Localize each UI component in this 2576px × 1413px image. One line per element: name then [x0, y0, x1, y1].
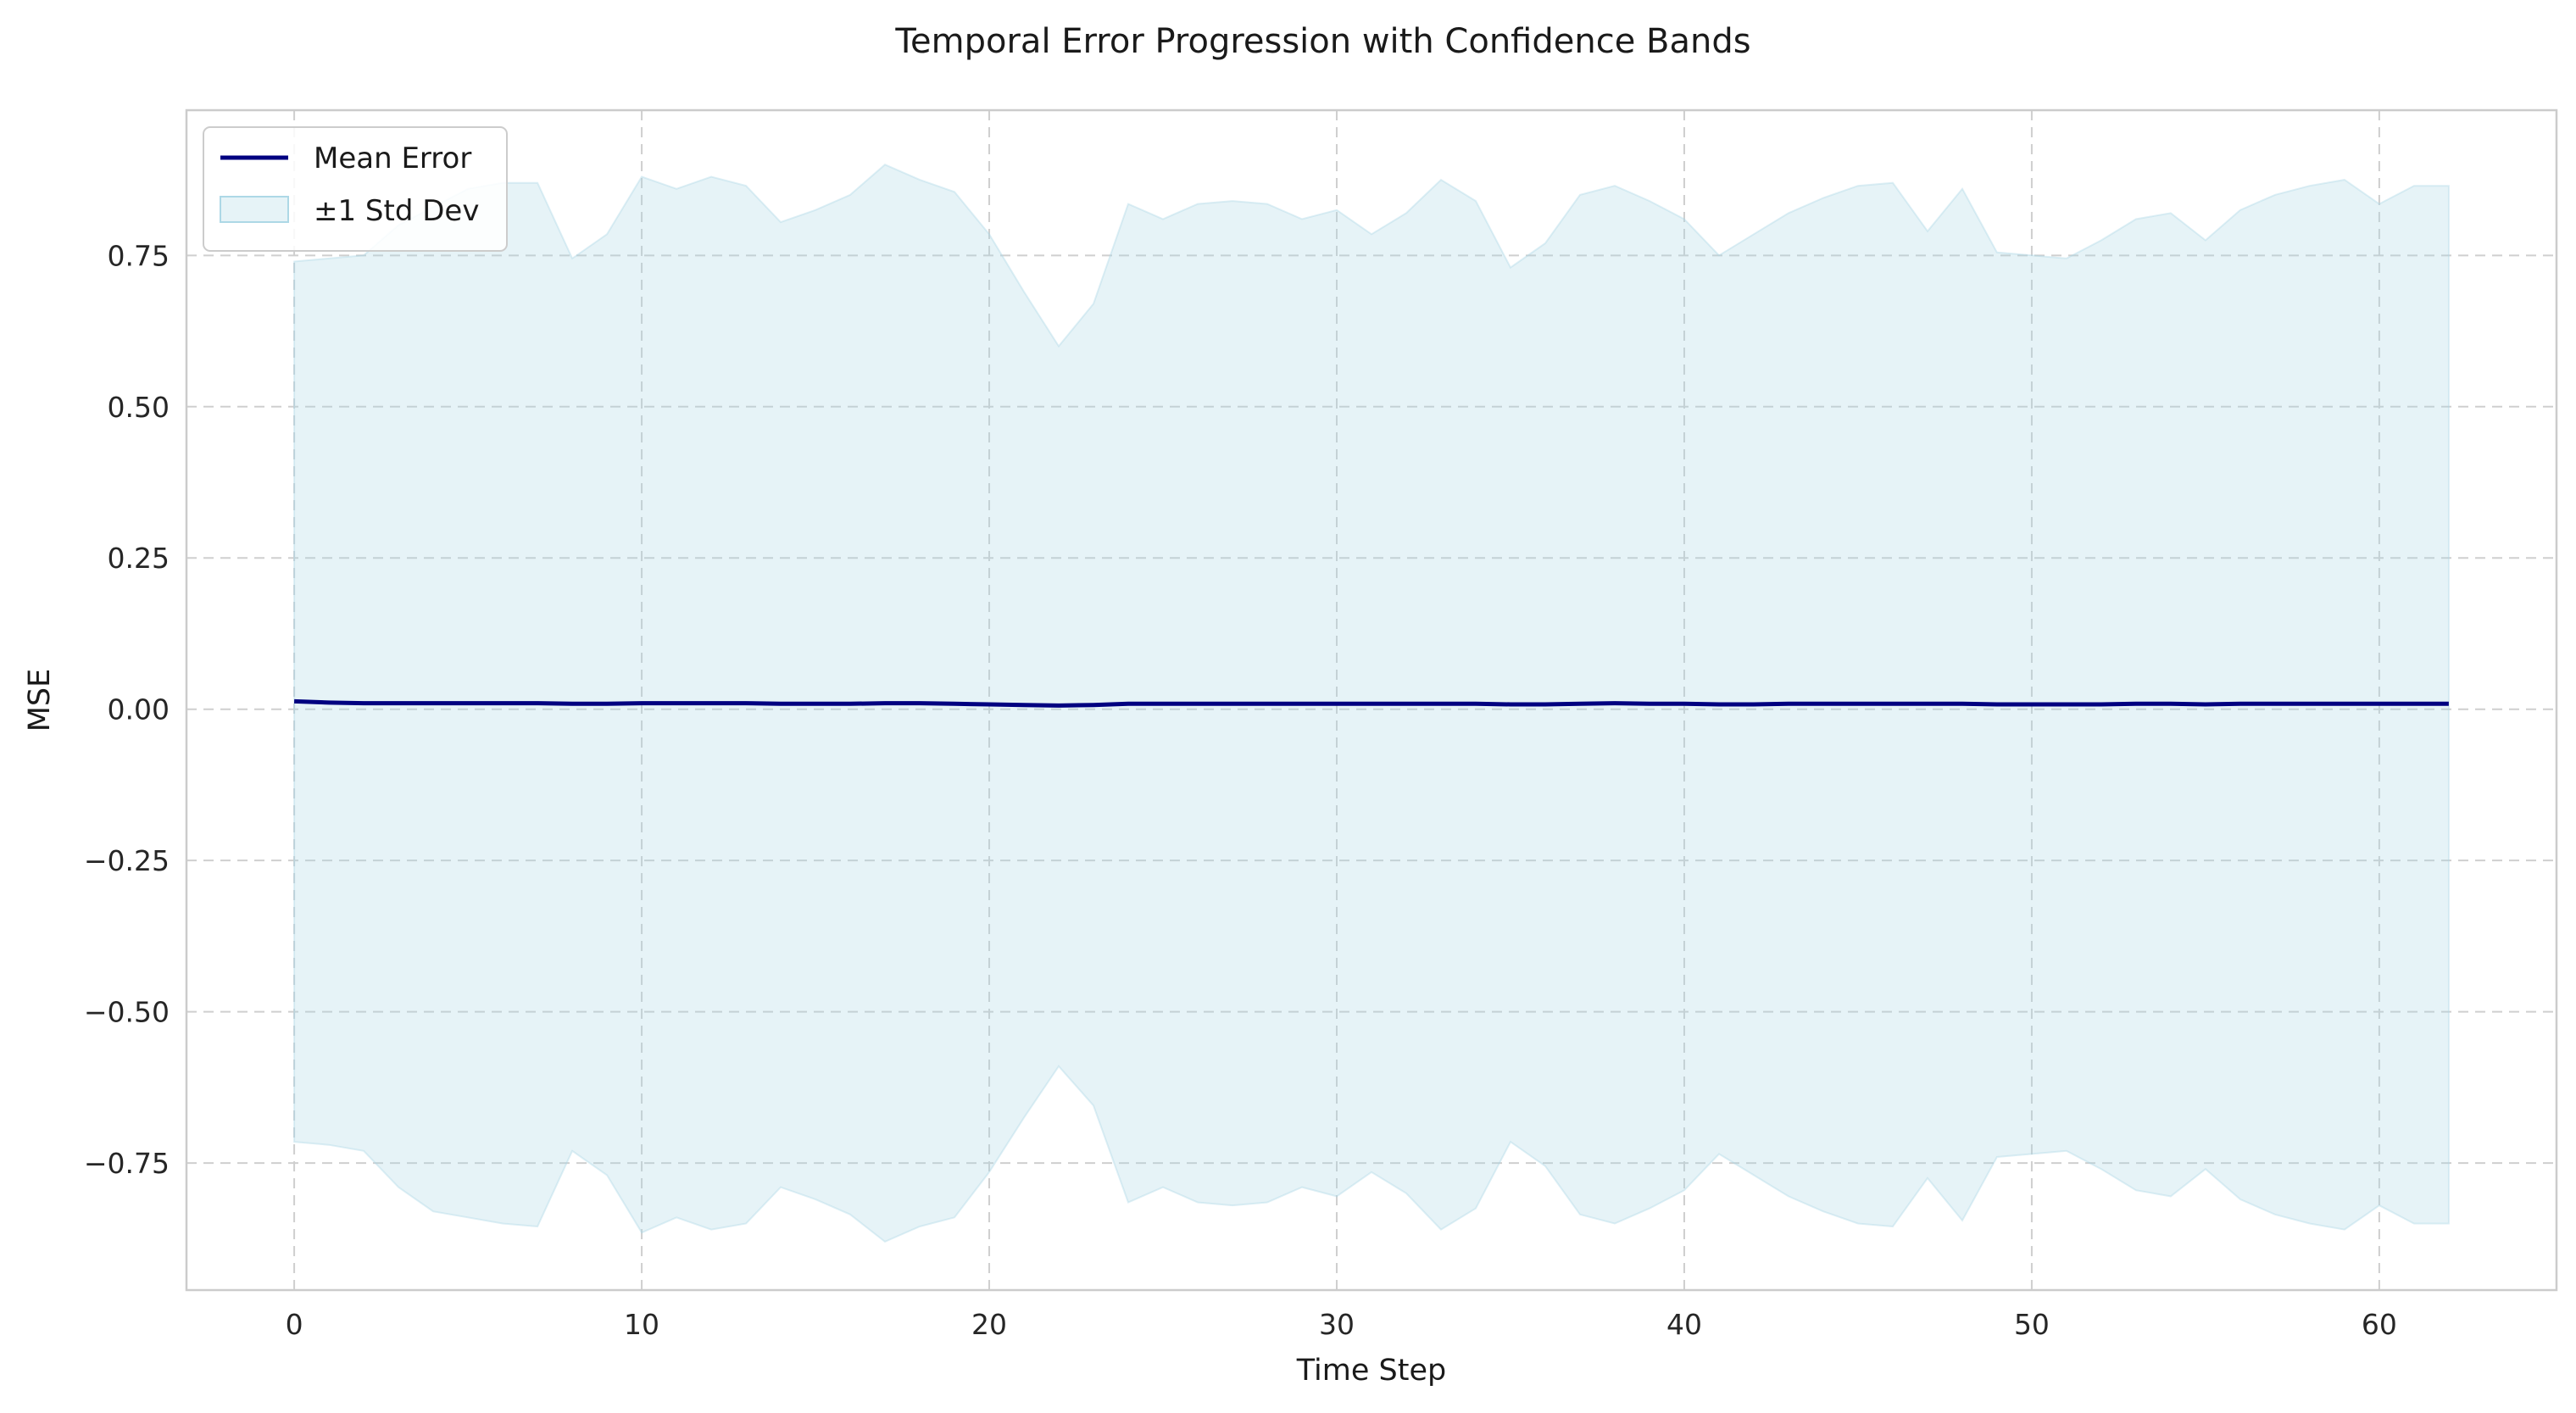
legend-label-mean-error: Mean Error: [314, 142, 471, 175]
x-axis-ticks: 0 10 20 30 40 50 60: [286, 1308, 2397, 1341]
y-tick-label: −0.25: [84, 844, 170, 877]
data-points: [294, 701, 2449, 706]
legend-band-swatch: [220, 196, 289, 223]
x-tick-label: 10: [624, 1308, 659, 1341]
x-tick-label: 30: [1319, 1308, 1355, 1341]
plot-frame: [185, 108, 2558, 1292]
x-tick-label: 50: [2014, 1308, 2050, 1341]
y-tick-label: 0.00: [108, 693, 170, 726]
legend: Mean Error ±1 Std Dev: [203, 126, 508, 252]
y-tick-label: 0.25: [108, 542, 170, 575]
x-axis-label: Time Step: [1296, 1354, 1446, 1388]
legend-label-std-dev: ±1 Std Dev: [314, 194, 479, 228]
y-tick-label: −0.75: [84, 1147, 170, 1180]
chart-title: Temporal Error Progression with Confiden…: [894, 22, 1750, 61]
x-tick-label: 40: [1666, 1308, 1702, 1341]
x-tick-label: 20: [971, 1308, 1007, 1341]
mean-error-series: [294, 698, 2449, 708]
y-axis-ticks: −0.75 −0.50 −0.25 0.00 0.25 0.50 0.75: [84, 239, 170, 1180]
y-axis-label: MSE: [23, 669, 57, 732]
y-tick-label: 0.50: [108, 391, 170, 424]
grid-lines: [186, 110, 2557, 1290]
mean-error-line: [294, 698, 2449, 708]
y-tick-label: 0.75: [108, 239, 170, 272]
x-tick-label: 60: [2362, 1308, 2397, 1341]
x-tick-label: 0: [286, 1308, 303, 1341]
y-tick-label: −0.50: [84, 996, 170, 1029]
